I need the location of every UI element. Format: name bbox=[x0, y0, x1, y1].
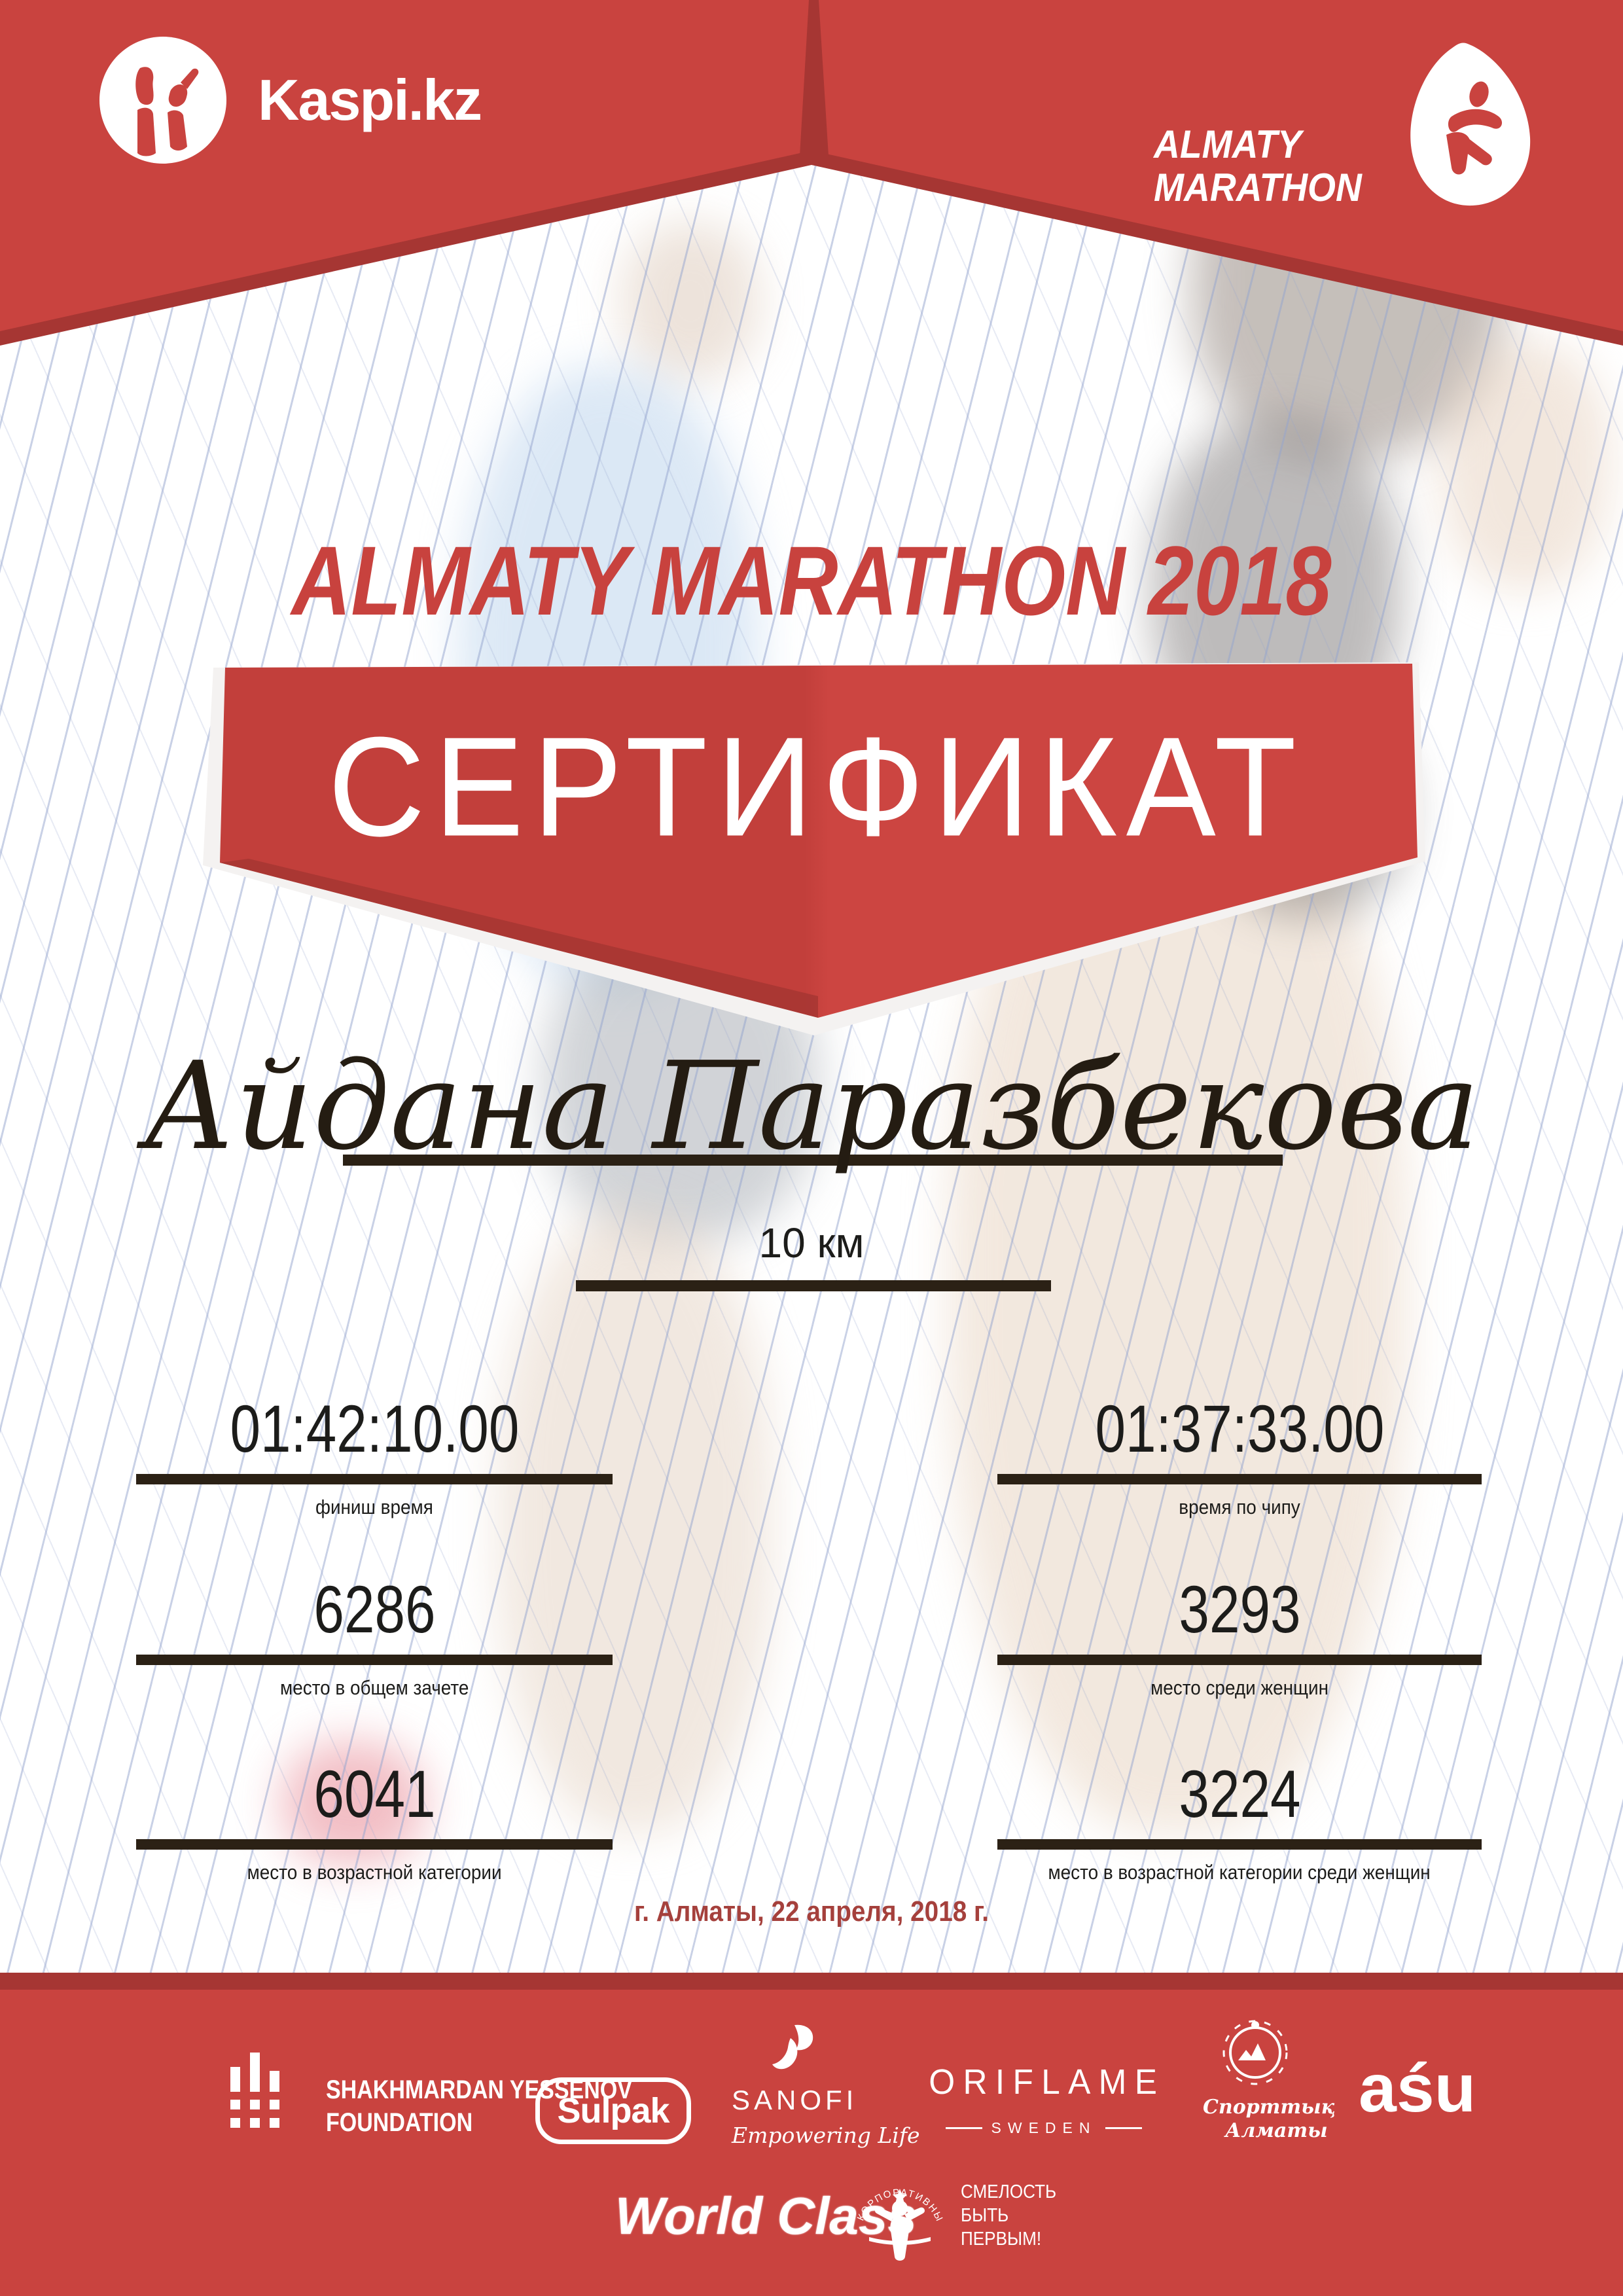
sanofi-label: SANOFI bbox=[732, 2085, 858, 2115]
fund-slogan: СМЕЛОСТЬ БЫТЬ ПЕРВЫМ! bbox=[961, 2180, 1056, 2251]
stat-label: финиш время bbox=[315, 1496, 433, 1518]
event-headline: ALMATY MARATHON 2018 bbox=[291, 526, 1332, 636]
stat-label: место в возрастной категории среди женщи… bbox=[1048, 1861, 1431, 1884]
kaspi-people-icon bbox=[99, 37, 226, 164]
photo-runner-man-legs bbox=[497, 1211, 772, 1833]
sport-almaty-line1: Спорттық bbox=[1203, 2096, 1335, 2119]
certificate-badge: СЕРТИФИКАТ bbox=[203, 661, 1425, 1035]
oriflame-label: ORIFLAME bbox=[929, 2062, 1166, 2102]
stat-underline bbox=[136, 1655, 613, 1665]
fund-slogan-line1: СМЕЛОСТЬ bbox=[961, 2181, 1057, 2202]
stat-finish-time: 01:42:10.00 финиш время bbox=[136, 1395, 613, 1519]
almaty-marathon-logo-line2: MARATHON bbox=[1153, 166, 1362, 209]
oriflame-sub-label: SWEDEN bbox=[991, 2119, 1097, 2136]
footer-sponsor-band: SHAKHMARDAN YESSENOV FOUNDATION Sulpak S… bbox=[0, 1990, 1623, 2296]
asu-logo: aśu bbox=[1359, 2050, 1476, 2128]
asu-label: aśu bbox=[1359, 2051, 1476, 2126]
marathon-runner-icon bbox=[1410, 43, 1531, 206]
sanofi-tagline: Empowering Life bbox=[732, 2123, 920, 2148]
photo-runner-man-head bbox=[622, 223, 759, 380]
stat-value: 3293 bbox=[1178, 1572, 1301, 1647]
almaty-marathon-logo-line1: ALMATY bbox=[1153, 122, 1302, 166]
oriflame-sweden-line: SWEDEN bbox=[923, 2119, 1165, 2137]
oriflame-logo: ORIFLAME SWEDEN bbox=[923, 2062, 1165, 2137]
stat-label: место в общем зачете bbox=[279, 1676, 469, 1699]
stat-underline bbox=[997, 1839, 1482, 1850]
kaspi-logo-text: Kaspi.kz bbox=[258, 67, 482, 132]
event-date: г. Алматы, 22 апреля, 2018 г. bbox=[633, 1895, 990, 1928]
certificate-title: СЕРТИФИКАТ bbox=[328, 707, 1306, 866]
stat-women-place: 3293 место среди женщин bbox=[997, 1576, 1482, 1700]
sulpak-label: Sulpak bbox=[557, 2091, 669, 2130]
fund-slogan-line3: ПЕРВЫМ! bbox=[961, 2229, 1042, 2250]
sulpak-logo: Sulpak bbox=[535, 2077, 691, 2144]
stat-label: время по чипу bbox=[1179, 1496, 1300, 1518]
sanofi-logo: SANOFI Empowering Life bbox=[732, 2024, 920, 2148]
sport-almaty-logo: Спорттық Алматы bbox=[1203, 2018, 1335, 2142]
stat-value: 6041 bbox=[313, 1757, 436, 1831]
participant-name: Айдана Паразбекова bbox=[143, 1035, 1480, 1177]
stat-value: 6286 bbox=[313, 1572, 436, 1647]
stat-value: 01:42:10.00 bbox=[230, 1391, 519, 1466]
sport-almaty-line2: Алматы bbox=[1225, 2119, 1328, 2142]
kaspi-logo: Kaspi.kz bbox=[99, 37, 482, 164]
almaty-marathon-logo: ALMATY MARATHON bbox=[1154, 39, 1546, 209]
almaty-marathon-logo-text: ALMATY MARATHON bbox=[1154, 123, 1380, 209]
stat-chip-time: 01:37:33.00 время по чипу bbox=[997, 1395, 1482, 1519]
dash-right bbox=[1105, 2127, 1143, 2129]
stat-underline bbox=[136, 1474, 613, 1484]
yessenov-foundation-icon bbox=[230, 2053, 283, 2131]
stat-underline bbox=[997, 1474, 1482, 1484]
stat-label: место среди женщин bbox=[1150, 1676, 1329, 1699]
fund-slogan-line2: БЫТЬ bbox=[961, 2205, 1009, 2226]
stat-age-category-place: 6041 место в возрастной категории bbox=[136, 1761, 613, 1884]
stat-underline bbox=[136, 1839, 613, 1850]
footer-top-strip bbox=[0, 1973, 1623, 1990]
dash-left bbox=[945, 2127, 982, 2129]
corporate-fund-logo: КОРПОРАТИВНЫЙ ФОНД СМЕЛОСТЬ БЫТЬ ПЕРВЫМ! bbox=[851, 2160, 1067, 2271]
fund-runner-emblem-icon: КОРПОРАТИВНЫЙ ФОНД bbox=[851, 2160, 944, 2261]
sport-almaty-emblem-icon bbox=[1222, 2020, 1288, 2085]
stat-value: 3224 bbox=[1178, 1757, 1301, 1831]
stat-age-category-women-place: 3224 место в возрастной категории среди … bbox=[997, 1761, 1482, 1884]
stat-value: 01:37:33.00 bbox=[1095, 1391, 1384, 1466]
stat-label: место в возрастной категории bbox=[247, 1861, 502, 1884]
stat-overall-place: 6286 место в общем зачете bbox=[136, 1576, 613, 1700]
sanofi-bird-icon bbox=[772, 2024, 813, 2070]
stat-underline bbox=[997, 1655, 1482, 1665]
distance-value: 10 км bbox=[758, 1219, 865, 1266]
distance-underline bbox=[576, 1280, 1051, 1291]
